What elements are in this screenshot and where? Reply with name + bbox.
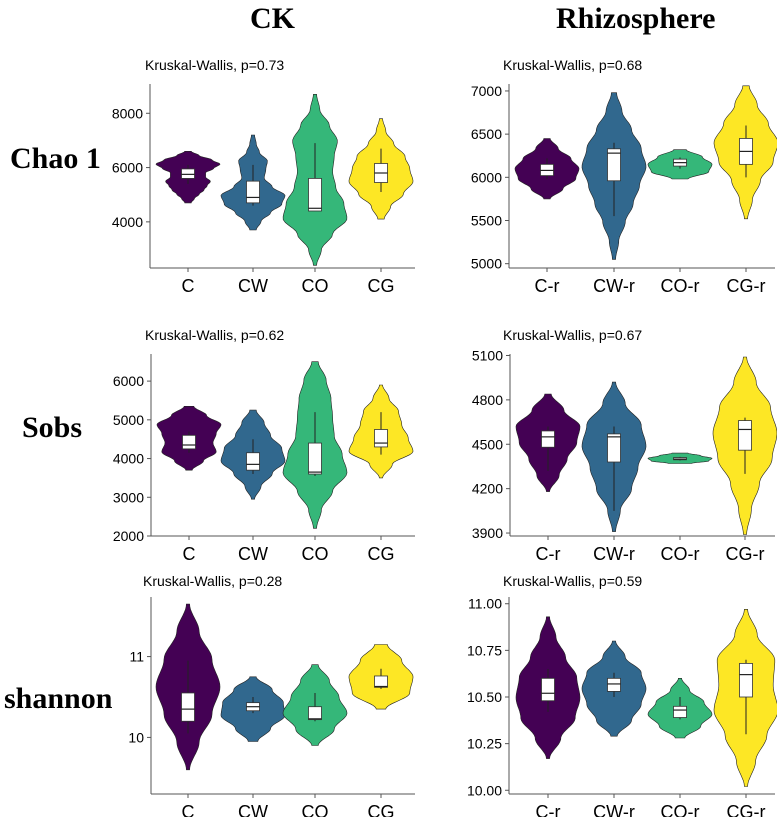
x-tick-label: C-r [536,544,561,564]
box-CO [308,706,322,721]
x-tick-label: CG-r [727,276,766,296]
x-tick-label: CG [368,802,395,817]
x-tick-label: C [182,802,195,817]
box-C [181,692,195,722]
box-C [181,168,195,179]
y-tick-label: 4500 [472,436,503,452]
x-tick-label: CG [368,544,395,564]
kruskal-wallis-annotation: Kruskal-Wallis, p=0.73 [145,57,284,73]
box-C-r [541,677,555,702]
box-CW-r [607,148,621,182]
x-tick-label: CO [302,544,329,564]
box-CG-r [738,420,752,451]
y-tick-label: 10.25 [467,736,502,752]
y-tick-label: 2000 [113,528,144,544]
x-tick-label: CG [368,276,395,296]
y-tick-label: 5500 [471,213,502,229]
row-title-chao1: Chao 1 [10,142,101,175]
x-tick-label: CG-r [727,802,766,817]
y-tick-label: 11.00 [468,596,502,612]
y-tick-label: 8000 [112,105,143,121]
y-tick-label: 5000 [113,412,144,428]
x-tick-label: CW-r [593,276,635,296]
kruskal-wallis-annotation: Kruskal-Wallis, p=0.68 [503,57,642,73]
x-tick-label: CW [238,544,268,564]
row-title-shannon: shannon [4,682,113,715]
column-title-ck: CK [250,2,295,35]
x-tick-label: CW-r [593,544,635,564]
y-tick-label: 7000 [471,83,502,99]
box-CO [308,178,322,212]
y-tick-label: 6000 [471,169,502,185]
kruskal-wallis-annotation: Kruskal-Wallis, p=0.28 [143,573,282,589]
y-tick-label: 5000 [471,256,502,272]
box-CW [246,452,260,471]
row-title-sobs: Sobs [22,411,83,444]
box-CW-r [607,677,621,692]
column-title-rhizosphere: Rhizosphere [556,2,716,35]
box-CG-r [739,663,753,698]
y-tick-label: 10.75 [467,642,502,658]
box-CW-r [607,433,621,463]
y-tick-label: 11 [129,649,144,665]
x-tick-label: CO [302,802,329,817]
kruskal-wallis-annotation: Kruskal-Wallis, p=0.67 [503,327,642,343]
y-tick-label: 10 [128,729,144,745]
y-tick-label: 4000 [113,451,144,467]
x-tick-label: CO-r [661,276,700,296]
x-tick-label: C [182,276,195,296]
y-tick-label: 10.00 [467,782,502,798]
y-tick-label: 5100 [472,347,503,363]
box-CO [308,442,322,475]
x-tick-label: CW-r [593,802,635,817]
x-tick-label: C-r [535,276,560,296]
box-CG [374,675,388,688]
x-tick-label: C [183,544,196,564]
y-tick-label: 6500 [471,126,502,142]
y-tick-label: 6000 [113,373,144,389]
box-CO-r [673,705,687,718]
y-tick-label: 3900 [472,525,503,541]
y-tick-label: 10.50 [467,689,502,705]
y-tick-label: 3000 [113,489,144,505]
box-CW [246,180,260,204]
x-tick-label: CO-r [661,802,700,817]
x-tick-label: C-r [536,802,561,817]
x-tick-label: CO [302,276,329,296]
y-tick-label: 4200 [472,481,503,497]
y-tick-label: 4800 [472,392,503,408]
x-tick-label: CO-r [661,544,700,564]
x-tick-label: CG-r [726,544,765,564]
x-tick-label: CW [238,276,268,296]
kruskal-wallis-annotation: Kruskal-Wallis, p=0.59 [503,573,642,589]
x-tick-label: CW [238,802,268,817]
y-tick-label: 4000 [112,214,143,230]
box-C-r [541,430,555,448]
box-CG [374,429,388,448]
kruskal-wallis-annotation: Kruskal-Wallis, p=0.62 [145,327,284,343]
box-C [182,434,196,450]
y-tick-label: 6000 [112,160,143,176]
